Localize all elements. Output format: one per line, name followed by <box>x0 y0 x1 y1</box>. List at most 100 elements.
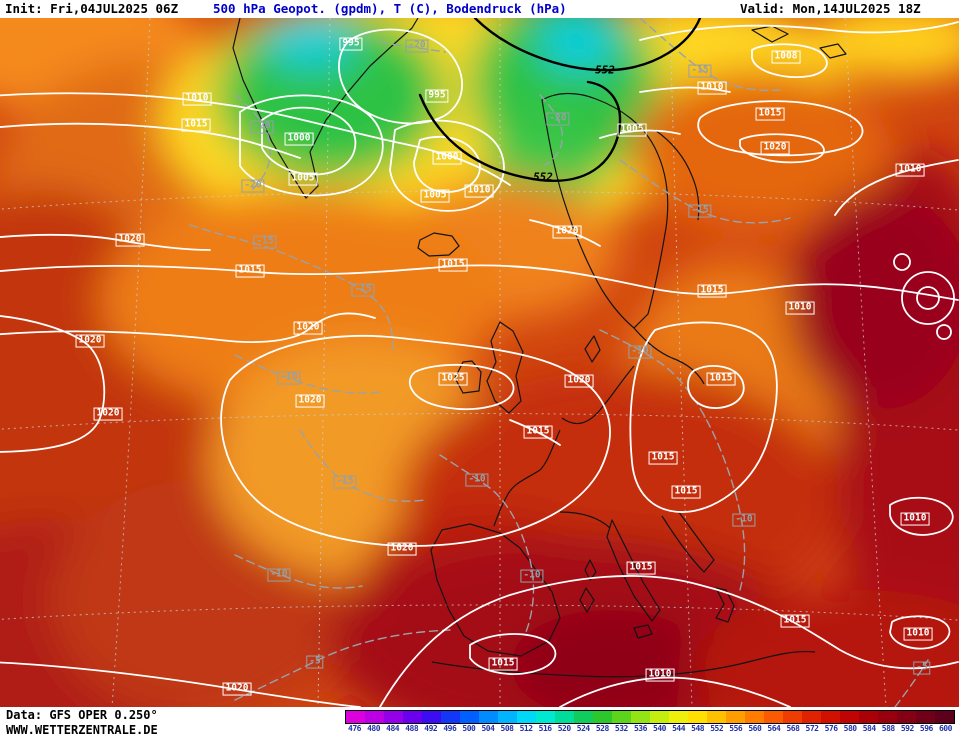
pressure-contour-label: 1005 <box>420 189 450 203</box>
colorbar-tick-label: 576 <box>824 724 838 733</box>
colorbar-tick-label: 524 <box>576 724 590 733</box>
colorbar-cell <box>498 711 517 723</box>
geopotential-colorbar: 476 480 484 488 492 496 500 504 508 512 516 520 524 5… <box>345 710 955 733</box>
colorbar-tick-label: 480 <box>367 724 381 733</box>
colorbar-tick-label: 544 <box>672 724 686 733</box>
colorbar-tick-label: 560 <box>748 724 762 733</box>
map-canvas <box>0 18 959 707</box>
colorbar-tick-label: 552 <box>710 724 724 733</box>
pressure-contour-label: 1020 <box>295 394 325 408</box>
pressure-contour-label: 1010 <box>903 627 933 641</box>
colorbar-tick-label: 600 <box>938 724 952 733</box>
website-label: WWW.WETTERZENTRALE.DE <box>6 723 158 737</box>
map-labels-overlay: 1010 995 1008 1010 995 1015 1000 1005 1015 1020 10… <box>0 18 959 707</box>
colorbar-tick-label: 556 <box>729 724 743 733</box>
colorbar-tick-label: 580 <box>843 724 857 733</box>
pressure-contour-label: 1020 <box>387 542 417 556</box>
geo-contour-label: 552 <box>533 170 553 184</box>
colorbar-tick-label: 536 <box>633 724 647 733</box>
colorbar-cell <box>802 711 821 723</box>
temp-contour-label: -15 <box>333 475 357 489</box>
colorbar-swatches <box>345 710 955 724</box>
pressure-contour-label: 1010 <box>697 81 727 95</box>
colorbar-cell <box>840 711 859 723</box>
colorbar-tick-label: 500 <box>462 724 476 733</box>
colorbar-tick-label: 492 <box>424 724 438 733</box>
pressure-contour-label: 1010 <box>464 184 494 198</box>
colorbar-tick-label: 516 <box>538 724 552 733</box>
colorbar-cell <box>707 711 726 723</box>
colorbar-tick-label: 568 <box>786 724 800 733</box>
pressure-contour-label: 1010 <box>645 668 675 682</box>
colorbar-tick-label: 520 <box>557 724 571 733</box>
temp-contour-label: -10 <box>465 473 489 487</box>
colorbar-cell <box>726 711 745 723</box>
temp-contour-label: -20 <box>546 112 570 126</box>
colorbar-cell <box>783 711 802 723</box>
temp-contour-label: -20 <box>241 179 265 193</box>
colorbar-cell <box>745 711 764 723</box>
pressure-contour-label: 1010 <box>900 512 930 526</box>
colorbar-cell <box>612 711 631 723</box>
colorbar-tick-label: 564 <box>767 724 781 733</box>
pressure-contour-label: 1015 <box>706 372 736 386</box>
colorbar-cell <box>460 711 479 723</box>
graticule-layer <box>0 18 959 707</box>
pressure-contour-label: 995 <box>425 89 449 103</box>
colorbar-tick-label: 496 <box>443 724 457 733</box>
map-footer: Data: GFS OPER 0.250° WWW.WETTERZENTRALE… <box>0 707 959 741</box>
temp-contour-label: -5 <box>306 655 324 669</box>
colorbar-cell <box>403 711 422 723</box>
colorbar-tick-label: 592 <box>900 724 914 733</box>
map-header: Init: Fri,04JUL2025 06Z 500 hPa Geopot. … <box>0 0 959 18</box>
temp-contour-label: -10 <box>732 513 756 527</box>
colorbar-cell <box>650 711 669 723</box>
colorbar-tick-label: 548 <box>691 724 705 733</box>
pressure-contour-label: 1010 <box>182 92 212 106</box>
temp-contour-label: -15 <box>351 283 375 297</box>
pressure-contour-label: 1000 <box>284 132 314 146</box>
colorbar-tick-label: 476 <box>348 724 361 733</box>
field-blobs-layer <box>0 18 959 707</box>
pressure-contour-label: 1015 <box>488 657 518 671</box>
colorbar-cell <box>441 711 460 723</box>
colorbar-cell <box>517 711 536 723</box>
colorbar-cell <box>574 711 593 723</box>
colorbar-cell <box>536 711 555 723</box>
pressure-contour-label: 1015 <box>523 425 553 439</box>
data-source-label: Data: GFS OPER 0.250° <box>6 708 158 722</box>
pressure-contour-label: 1020 <box>760 141 790 155</box>
colorbar-tick-label: 512 <box>519 724 533 733</box>
temp-contour-label: -10 <box>628 345 652 359</box>
pressure-contour-label: 1010 <box>785 301 815 315</box>
colorbar-cell <box>593 711 612 723</box>
colorbar-cell <box>897 711 916 723</box>
pressure-contour-label: 1015 <box>235 264 265 278</box>
pressure-contour-label: 1000 <box>432 151 462 165</box>
pressure-contour-label: 1015 <box>626 561 656 575</box>
colorbar-cell <box>479 711 498 723</box>
map-title: 500 hPa Geopot. (gpdm), T (C), Bodendruc… <box>213 1 567 16</box>
colorbar-tick-label: 572 <box>805 724 819 733</box>
colorbar-cell <box>346 711 365 723</box>
colorbar-tick-label: 532 <box>614 724 628 733</box>
colorbar-cell <box>764 711 783 723</box>
colorbar-tick-label: 528 <box>595 724 609 733</box>
geo-contour-label: 552 <box>595 63 615 77</box>
colorbar-tick-label: 588 <box>881 724 895 733</box>
pressure-contour-label: 1020 <box>552 225 582 239</box>
temp-contour-label: -15 <box>253 235 277 249</box>
pressure-contour-label: 1015 <box>697 284 727 298</box>
weather-map: 1010 995 1008 1010 995 1015 1000 1005 1015 1020 10… <box>0 18 959 707</box>
colorbar-cell <box>422 711 441 723</box>
valid-time-label: Valid: Mon,14JUL2025 18Z <box>740 1 921 16</box>
pressure-contour-label: 1015 <box>671 485 701 499</box>
colorbar-tick-label: 504 <box>481 724 495 733</box>
temp-contour-label: -10 <box>277 371 301 385</box>
colorbar-tick-label: 596 <box>919 724 933 733</box>
pressure-contour-label: 1020 <box>564 374 594 388</box>
pressure-contour-label: 1005 <box>288 172 318 186</box>
colorbar-cell <box>916 711 935 723</box>
pressure-contour-label: 1015 <box>755 107 785 121</box>
pressure-contour-label: 1015 <box>648 451 678 465</box>
